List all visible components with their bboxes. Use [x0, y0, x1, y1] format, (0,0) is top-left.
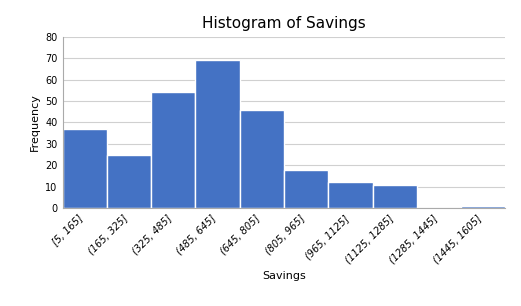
Title: Histogram of Savings: Histogram of Savings: [202, 17, 366, 32]
Bar: [151, 92, 195, 208]
Bar: [107, 155, 151, 208]
Y-axis label: Frequency: Frequency: [30, 93, 40, 151]
Bar: [284, 170, 328, 208]
Bar: [63, 129, 107, 208]
X-axis label: Savings: Savings: [262, 271, 306, 281]
Bar: [328, 182, 373, 208]
Bar: [461, 206, 505, 208]
Bar: [195, 60, 240, 208]
Bar: [240, 110, 284, 208]
Bar: [373, 185, 417, 208]
